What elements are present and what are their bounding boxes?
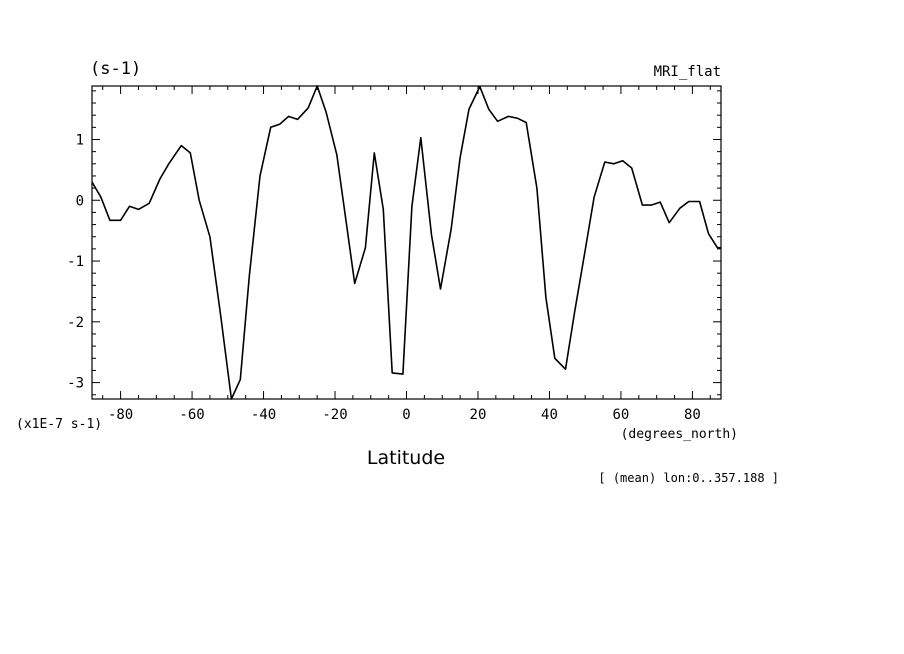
x-tick-label: 80 [684, 407, 701, 423]
y-tick-label: -3 [67, 376, 84, 392]
series-line [91, 85, 721, 400]
y-tick-labels: -3 -2 -1 0 1 [67, 132, 84, 391]
y-tick-label: -2 [67, 315, 84, 331]
x-units-label: (degrees_north) [621, 427, 738, 442]
x-tick-label: 60 [613, 407, 630, 423]
y-tick-label: -1 [67, 254, 84, 270]
chart-title-left: (s-1) [90, 59, 141, 79]
y-tick-label: 0 [76, 193, 84, 209]
x-tick-label: 20 [470, 407, 487, 423]
x-axis-title: Latitude [367, 447, 445, 469]
x-tick-label: 0 [402, 407, 410, 423]
x-tick-label: -40 [251, 407, 276, 423]
y-scale-note: (x1E-7 s-1) [16, 417, 102, 432]
axis-ticks [92, 86, 721, 399]
plot-frame [91, 85, 722, 400]
x-tick-label: -60 [179, 407, 204, 423]
x-tick-label: -20 [322, 407, 347, 423]
x-tick-label: 40 [541, 407, 558, 423]
mean-annotation: [ (mean) lon:0..357.188 ] [598, 471, 779, 485]
x-tick-labels: -80 -60 -40 -20 0 20 40 60 80 [108, 407, 701, 423]
x-tick-label: -80 [108, 407, 133, 423]
y-tick-label: 1 [76, 132, 84, 148]
chart-title-right: MRI_flat [654, 64, 721, 80]
